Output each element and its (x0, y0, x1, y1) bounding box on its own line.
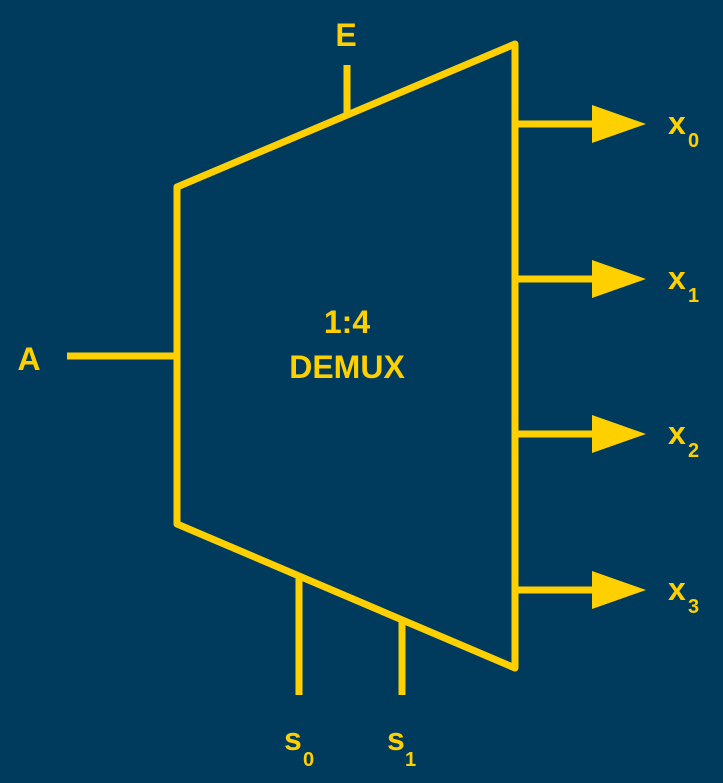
select-s0-label: s (284, 721, 302, 757)
output-x0-arrowhead (592, 105, 646, 143)
output-x3-arrowhead (592, 571, 646, 609)
select-s1: s 1 (387, 620, 416, 771)
output-x1-arrowhead (592, 260, 646, 298)
select-s0-subscript: 0 (303, 749, 314, 771)
enable-label: E (335, 17, 356, 53)
output-x2-label: x (668, 415, 686, 451)
output-x1-subscript: 1 (688, 285, 699, 307)
output-x2: x 2 (515, 415, 699, 462)
output-x2-subscript: 2 (688, 440, 699, 462)
output-x3-subscript: 3 (688, 596, 699, 618)
select-s0: s 0 (284, 576, 314, 771)
block-title-line1: 1:4 (324, 304, 370, 340)
output-x1: x 1 (515, 260, 699, 307)
output-x0-subscript: 0 (688, 130, 699, 152)
input-a-label: A (17, 341, 40, 377)
output-x3: x 3 (515, 571, 699, 618)
output-x1-label: x (668, 260, 686, 296)
block-title-line2: DEMUX (289, 349, 405, 385)
output-x3-label: x (668, 571, 686, 607)
select-s1-subscript: 1 (405, 749, 416, 771)
demux-body (173, 40, 519, 672)
output-x0-label: x (668, 105, 686, 141)
output-x0: x 0 (515, 105, 699, 152)
output-x2-arrowhead (592, 415, 646, 453)
select-s1-label: s (387, 721, 405, 757)
